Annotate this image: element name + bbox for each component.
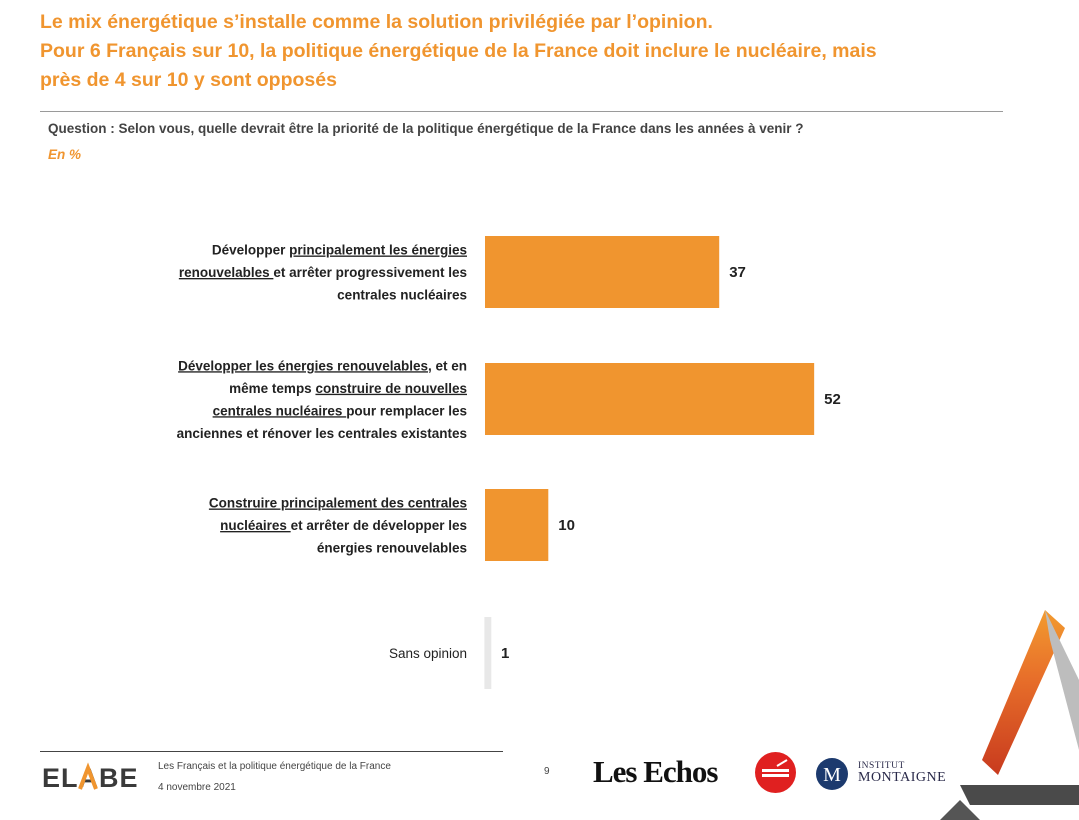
footer-divider (40, 751, 503, 752)
bar-1 (485, 236, 720, 308)
montaigne-line-2: MONTAIGNE (858, 770, 947, 785)
title-line-2: Pour 6 Français sur 10, la politique éne… (40, 40, 877, 62)
page-number: 9 (544, 766, 550, 777)
footer-study-title: Les Français et la politique énergétique… (158, 761, 391, 772)
title-divider (40, 111, 1003, 112)
bar-3 (485, 489, 549, 561)
footer-date: 4 novembre 2021 (158, 782, 236, 793)
category-label-3-line-3: énergies renouvelables (317, 541, 467, 556)
radio-logo-icon (762, 759, 789, 777)
category-label-2-line-1: Développer les énergies renouvelables, e… (178, 358, 467, 373)
category-label-2-line-2: même temps construire de nouvelles (229, 381, 467, 396)
value-label-3: 10 (558, 517, 575, 534)
category-label-3-line-1: Construire principalement des centrales (209, 496, 467, 511)
montaigne-icon-letter: M (823, 764, 841, 786)
institut-montaigne-icon: M (816, 758, 848, 790)
institut-montaigne-logo: INSTITUT MONTAIGNE (858, 760, 947, 785)
unit-label: En % (48, 147, 82, 162)
category-label-1-line-3: centrales nucléaires (337, 288, 467, 303)
category-label-1-line-2: renouvelables et arrêter progressivement… (179, 265, 467, 280)
radio-classique-logo (755, 752, 796, 793)
elabe-logo-mark (78, 762, 98, 790)
decorative-a-shape (940, 610, 1079, 820)
category-label-2-line-3: centrales nucléaires pour remplacer les (213, 403, 467, 418)
question-text: Question : Selon vous, quelle devrait êt… (48, 121, 804, 136)
category-label-1-line-1: Développer principalement les énergies (212, 243, 467, 258)
category-label-3-line-2: nucléaires et arrêter de développer les (220, 518, 467, 533)
montaigne-line-1: INSTITUT (858, 761, 905, 771)
category-label-2-line-4: anciennes et rénover les centrales exist… (177, 426, 467, 441)
value-label-4: 1 (501, 645, 509, 662)
title-line-3: près de 4 sur 10 y sont opposés (40, 69, 337, 91)
value-label-1: 37 (729, 264, 746, 281)
les-echos-logo: Les Echos (593, 754, 718, 789)
category-label-4-line-1: Sans opinion (389, 646, 467, 661)
bar-4 (485, 617, 492, 689)
bar-2 (485, 363, 815, 435)
value-label-2: 52 (824, 391, 841, 408)
page-title: Le mix énergétique s’installe comme la s… (40, 8, 1000, 95)
title-line-1: Le mix énergétique s’installe comme la s… (40, 11, 713, 33)
elabe-logo: ELABE (42, 762, 138, 792)
